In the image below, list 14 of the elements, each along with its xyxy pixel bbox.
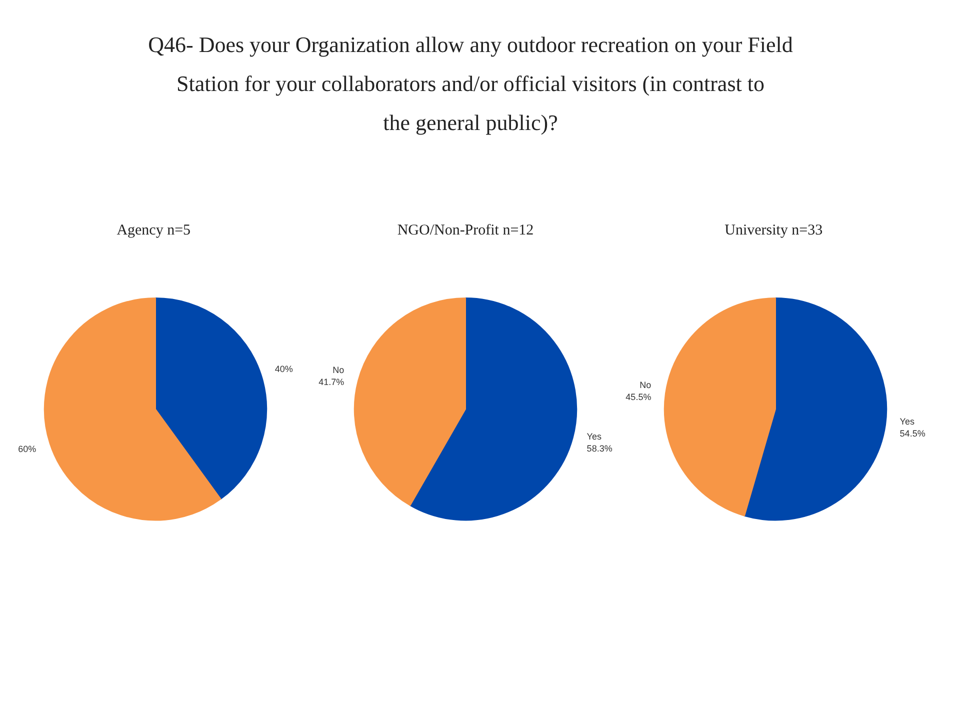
chart-title: NGO/Non-Profit n=12 (397, 222, 534, 238)
data-label: 58.3% (586, 443, 612, 454)
slice-label: Yes (900, 416, 915, 426)
data-label: 41.7% (318, 376, 344, 387)
slice-label: No (332, 364, 344, 375)
slice-label: Yes (586, 431, 602, 442)
data-label: 45.5% (626, 392, 652, 402)
chart-title: Agency n=5 (116, 222, 191, 238)
chart-title: University n=33 (724, 222, 823, 238)
text: Q46- Does your Organization allow any outdoor recreation on your Field Station for your collaborators and/or official visitors (in contrast to the general public)? (148, 32, 793, 135)
slice-label: No (640, 380, 652, 390)
data-label: 60% (18, 444, 36, 454)
data-label: 54.5% (900, 428, 926, 438)
data-label: 40% (274, 364, 293, 374)
